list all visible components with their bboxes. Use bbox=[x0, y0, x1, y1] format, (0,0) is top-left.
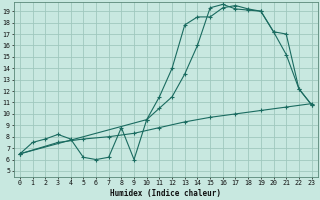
X-axis label: Humidex (Indice chaleur): Humidex (Indice chaleur) bbox=[110, 189, 221, 198]
